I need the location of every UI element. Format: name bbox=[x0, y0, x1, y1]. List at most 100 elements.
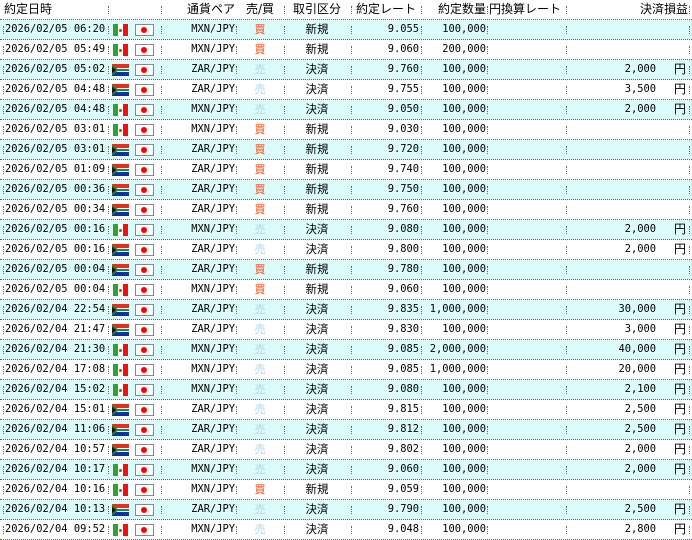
table-row[interactable]: 2026/02/04 17:08 MXN/JPY 売 決済 9.085 1,000,00… bbox=[0, 360, 692, 380]
column-divider bbox=[487, 206, 489, 214]
japan-flag-icon bbox=[135, 484, 154, 496]
column-divider bbox=[487, 286, 489, 294]
south-africa-flag-icon bbox=[112, 64, 129, 76]
column-divider bbox=[3, 266, 5, 274]
column-divider[interactable] bbox=[351, 6, 353, 14]
table-row[interactable]: 2026/02/05 04:48 MXN/JPY 売 決済 9.050 100,000 2… bbox=[0, 100, 692, 120]
execution-rate: 9.800 bbox=[387, 243, 419, 255]
japan-flag-icon bbox=[135, 384, 154, 396]
table-row[interactable]: 2026/02/05 00:36 ZAR/JPY 買 新規 9.750 100,000 bbox=[0, 180, 692, 200]
header-qty[interactable]: 約定数量 bbox=[437, 2, 486, 16]
yen-conversion-rate bbox=[490, 380, 566, 399]
trade-datetime: 2026/02/04 10:16 bbox=[5, 483, 106, 495]
table-row[interactable]: 2026/02/04 15:02 MXN/JPY 売 決済 9.080 100,000 2… bbox=[0, 380, 692, 400]
table-row[interactable]: 2026/02/05 06:20 MXN/JPY 買 新規 9.055 100,000 bbox=[0, 20, 692, 40]
column-divider bbox=[689, 166, 691, 174]
column-divider[interactable] bbox=[108, 6, 110, 14]
column-divider bbox=[689, 226, 691, 234]
table-row[interactable]: 2026/02/04 21:30 MXN/JPY 売 決済 9.085 2,000,00… bbox=[0, 340, 692, 360]
trade-side: 買 bbox=[254, 483, 266, 496]
table-row[interactable]: 2026/02/04 10:57 ZAR/JPY 売 決済 9.802 100,000 2… bbox=[0, 440, 692, 460]
trade-side: 売 bbox=[254, 243, 266, 256]
column-divider[interactable] bbox=[487, 6, 489, 14]
header-date[interactable]: 約定日時 bbox=[4, 2, 53, 16]
trade-datetime: 2026/02/04 22:54 bbox=[5, 303, 106, 315]
currency-pair: ZAR/JPY bbox=[191, 163, 235, 175]
trade-type: 新規 bbox=[305, 202, 329, 216]
column-divider bbox=[689, 306, 691, 314]
table-row[interactable]: 2026/02/04 15:01 ZAR/JPY 売 決済 9.815 100,000 2… bbox=[0, 400, 692, 420]
table-row[interactable]: 2026/02/05 00:34 ZAR/JPY 買 新規 9.760 100,000 bbox=[0, 200, 692, 220]
currency-pair: MXN/JPY bbox=[191, 523, 235, 535]
table-row[interactable]: 2026/02/04 10:17 MXN/JPY 売 決済 9.060 100,000 2… bbox=[0, 460, 692, 480]
header-pnl[interactable]: 決済損益 bbox=[639, 2, 688, 16]
execution-rate: 9.812 bbox=[387, 423, 419, 435]
table-row[interactable]: 2026/02/05 00:04 ZAR/JPY 買 新規 9.780 100,000 bbox=[0, 260, 692, 280]
table-row[interactable]: 2026/02/05 03:01 ZAR/JPY 買 新規 9.720 100,000 bbox=[0, 140, 692, 160]
column-divider bbox=[284, 526, 286, 534]
trade-type: 決済 bbox=[305, 322, 329, 336]
table-row[interactable]: 2026/02/04 11:06 ZAR/JPY 売 決済 9.812 100,000 2… bbox=[0, 420, 692, 440]
column-divider bbox=[108, 346, 110, 354]
yen-unit: 円 bbox=[674, 342, 687, 356]
column-divider[interactable] bbox=[566, 6, 568, 14]
south-africa-flag-icon bbox=[112, 84, 129, 96]
header-pair[interactable]: 通貨ペア bbox=[186, 2, 235, 16]
table-row[interactable]: 2026/02/05 00:16 MXN/JPY 売 決済 9.080 100,000 2… bbox=[0, 220, 692, 240]
column-divider bbox=[421, 306, 423, 314]
currency-flags bbox=[112, 460, 156, 479]
column-divider bbox=[161, 146, 163, 154]
trade-type: 決済 bbox=[305, 242, 329, 256]
column-divider bbox=[689, 26, 691, 34]
table-row[interactable]: 2026/02/05 00:04 MXN/JPY 買 新規 9.060 100,000 bbox=[0, 280, 692, 300]
japan-flag-icon bbox=[135, 164, 154, 176]
trade-datetime: 2026/02/05 01:09 bbox=[5, 163, 106, 175]
trade-side: 売 bbox=[254, 63, 266, 76]
column-divider[interactable] bbox=[161, 6, 163, 14]
column-divider[interactable] bbox=[689, 6, 691, 14]
header-type[interactable]: 取引区分 bbox=[292, 2, 341, 16]
execution-rate: 9.815 bbox=[387, 403, 419, 415]
table-row[interactable]: 2026/02/04 10:13 ZAR/JPY 売 決済 9.790 100,000 2… bbox=[0, 500, 692, 520]
settlement-pnl: 2,800 bbox=[624, 523, 656, 535]
mexico-flag-icon bbox=[113, 24, 128, 36]
column-divider bbox=[3, 406, 5, 414]
table-row[interactable]: 2026/02/04 10:16 MXN/JPY 買 新規 9.059 100,000 bbox=[0, 480, 692, 500]
header-rate[interactable]: 約定レート bbox=[355, 2, 416, 16]
column-divider bbox=[161, 306, 163, 314]
table-row[interactable]: 2026/02/04 09:52 MXN/JPY 売 決済 9.048 100,000 2… bbox=[0, 520, 692, 540]
currency-flags bbox=[112, 220, 156, 239]
column-divider bbox=[351, 26, 353, 34]
settlement-pnl bbox=[570, 140, 656, 159]
table-row[interactable]: 2026/02/05 04:48 ZAR/JPY 売 決済 9.755 100,000 3… bbox=[0, 80, 692, 100]
japan-flag-icon bbox=[135, 424, 154, 436]
header-yen-rate[interactable]: 円換算レート bbox=[489, 2, 562, 16]
table-row[interactable]: 2026/02/05 03:01 MXN/JPY 買 新規 9.030 100,000 bbox=[0, 120, 692, 140]
table-row[interactable]: 2026/02/05 05:02 ZAR/JPY 売 決済 9.760 100,000 2… bbox=[0, 60, 692, 80]
currency-flags bbox=[112, 60, 156, 79]
column-divider bbox=[351, 506, 353, 514]
yen-conversion-rate bbox=[490, 320, 566, 339]
column-divider bbox=[161, 166, 163, 174]
table-row[interactable]: 2026/02/04 22:54 ZAR/JPY 売 決済 9.835 1,000,00… bbox=[0, 300, 692, 320]
column-divider[interactable] bbox=[284, 6, 286, 14]
column-divider bbox=[236, 166, 238, 174]
column-divider bbox=[351, 526, 353, 534]
table-row[interactable]: 2026/02/04 21:47 ZAR/JPY 売 決済 9.830 100,000 3… bbox=[0, 320, 692, 340]
header-side[interactable]: 売/買 bbox=[245, 2, 275, 16]
column-divider bbox=[108, 466, 110, 474]
column-divider bbox=[689, 366, 691, 374]
column-divider bbox=[236, 346, 238, 354]
currency-flags bbox=[112, 240, 156, 259]
table-row[interactable]: 2026/02/05 01:09 ZAR/JPY 買 新規 9.740 100,000 bbox=[0, 160, 692, 180]
mexico-flag-icon bbox=[113, 384, 128, 396]
execution-quantity: 1,000,000 bbox=[429, 363, 486, 375]
table-row[interactable]: 2026/02/05 05:49 MXN/JPY 買 新規 9.060 200,000 bbox=[0, 40, 692, 60]
yen-conversion-rate bbox=[490, 480, 566, 499]
trade-type: 新規 bbox=[305, 262, 329, 276]
execution-quantity: 1,000,000 bbox=[429, 303, 486, 315]
table-row[interactable]: 2026/02/05 00:16 ZAR/JPY 売 決済 9.800 100,000 2… bbox=[0, 240, 692, 260]
column-divider[interactable] bbox=[421, 6, 423, 14]
yen-conversion-rate bbox=[490, 500, 566, 519]
japan-flag-icon bbox=[135, 504, 154, 516]
